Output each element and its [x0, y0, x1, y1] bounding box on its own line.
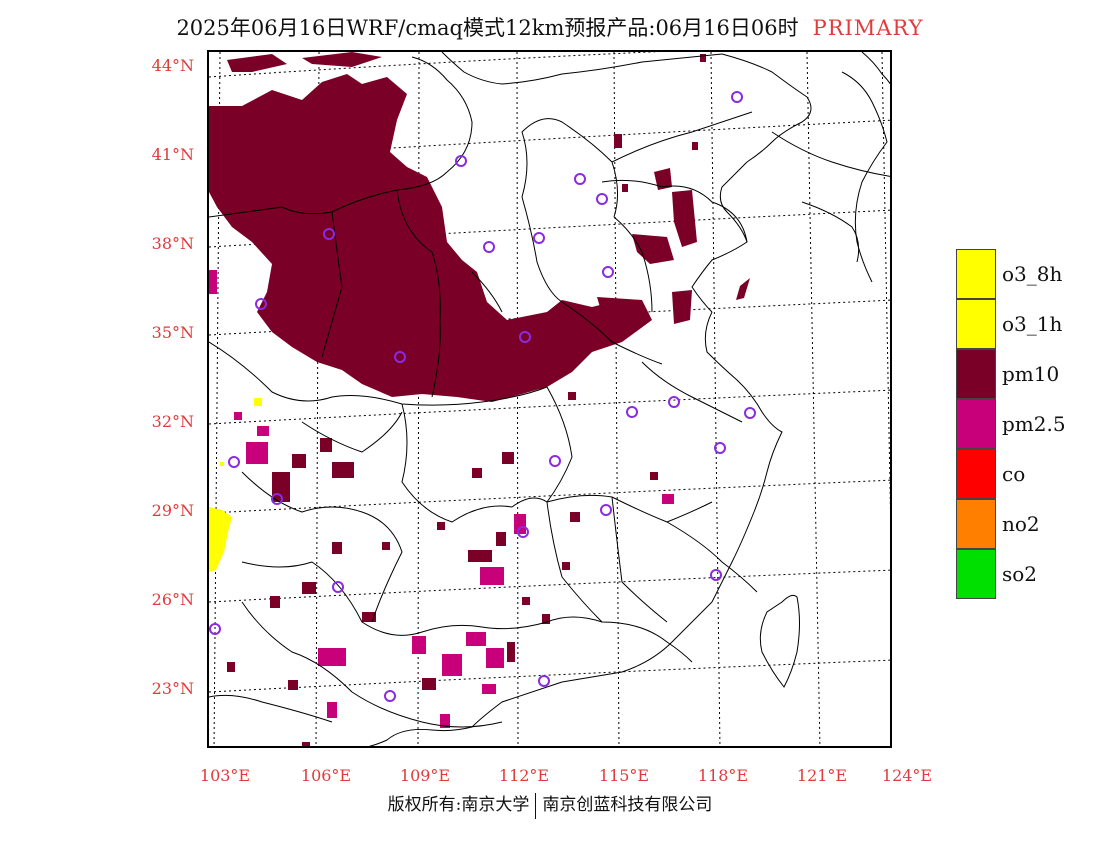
- lat-label: 35°N: [151, 323, 194, 342]
- copyright-footer: 版权所有:南京大学 南京创蓝科技有限公司: [0, 790, 1100, 819]
- legend-swatch: [956, 349, 996, 399]
- copyright-right: 南京创蓝科技有限公司: [542, 795, 713, 815]
- copyright-left: 版权所有:南京大学: [387, 795, 530, 815]
- lon-label: 109°E: [399, 766, 451, 785]
- legend-swatch: [956, 249, 996, 299]
- legend-label: pm2.5: [1002, 412, 1066, 436]
- legend-swatch: [956, 449, 996, 499]
- lat-label: 41°N: [151, 145, 194, 164]
- lat-label: 29°N: [151, 501, 194, 520]
- lon-label: 121°E: [796, 766, 848, 785]
- station-markers: [209, 91, 756, 702]
- province-borders: [209, 56, 758, 728]
- legend-label: o3_1h: [1002, 312, 1063, 336]
- lon-label: 118°E: [697, 766, 749, 785]
- lon-label: 112°E: [498, 766, 550, 785]
- legend-swatch: [956, 299, 996, 349]
- lon-label: 103°E: [199, 766, 251, 785]
- pm25-blobs: [209, 270, 674, 728]
- lat-label: 32°N: [151, 412, 194, 431]
- lon-label: 124°E: [881, 766, 933, 785]
- primary-tag: PRIMARY: [812, 16, 924, 40]
- legend-label: co: [1002, 462, 1026, 486]
- lat-label: 44°N: [151, 56, 194, 75]
- lon-label: 106°E: [300, 766, 352, 785]
- lat-label: 38°N: [151, 234, 194, 253]
- legend-label: pm10: [1002, 362, 1060, 386]
- coastline: [368, 52, 890, 746]
- legend-swatch: [956, 499, 996, 549]
- map-canvas: [209, 52, 890, 746]
- title-text: 2025年06月16日WRF/cmaq模式12km预报产品:06月16日06时: [176, 16, 799, 40]
- legend-label: o3_8h: [1002, 262, 1063, 286]
- lon-label: 115°E: [598, 766, 650, 785]
- lat-label: 23°N: [151, 679, 194, 698]
- lat-label: 26°N: [151, 590, 194, 609]
- map-title: 2025年06月16日WRF/cmaq模式12km预报产品:06月16日06时 P…: [0, 12, 1100, 42]
- legend-swatch: [956, 399, 996, 449]
- legend-swatch: [956, 549, 996, 599]
- o3-patch: [209, 398, 262, 572]
- legend-label: no2: [1002, 512, 1040, 536]
- pm10-region: [209, 52, 750, 402]
- copyright-separator: [535, 792, 537, 819]
- forecast-map[interactable]: [207, 50, 892, 748]
- legend-label: so2: [1002, 562, 1038, 586]
